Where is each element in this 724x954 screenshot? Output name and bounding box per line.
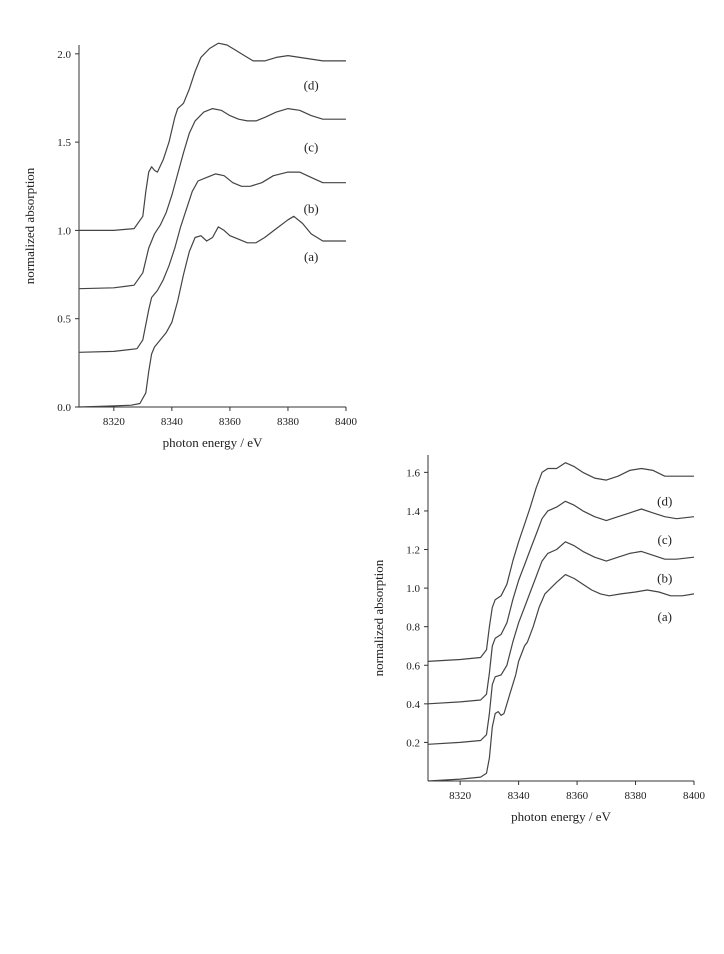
bottom-x-tick-label: 8360 — [566, 790, 589, 802]
top-series-a-line — [78, 215, 346, 408]
bottom-x-tick-label: 8340 — [508, 790, 531, 802]
top-y-tick-label: 2.0 — [57, 49, 71, 61]
top-x-tick-label: 8360 — [219, 416, 242, 428]
bottom-series-b-label: (b) — [657, 570, 672, 585]
bottom-y-tick-label: 1.6 — [406, 467, 420, 479]
top-y-tick-label: 0.0 — [57, 402, 71, 414]
bottom-series-b-line — [427, 541, 695, 745]
top-chart: 0.0 0.5 1.0 1.5 2.0 8320 8340 8360 8380 8400 photo… — [22, 42, 358, 450]
bottom-series-a-line — [427, 574, 695, 782]
bottom-series-d-line — [427, 462, 694, 662]
bottom-y-tick-label: 0.6 — [406, 660, 420, 672]
bottom-x-tick-label: 8320 — [449, 790, 472, 802]
bottom-y-tick-label: 1.4 — [406, 506, 420, 518]
bottom-y-tick-label: 1.2 — [406, 545, 420, 557]
top-series-c-line — [78, 108, 346, 290]
bottom-y-tick-label: 0.4 — [406, 699, 420, 711]
top-series-c-label: (c) — [304, 139, 318, 154]
bottom-series-d-label: (d) — [657, 493, 672, 508]
bottom-y-axis-label: normalized absorption — [371, 559, 386, 676]
top-x-tick-label: 8340 — [161, 416, 184, 428]
bottom-y-tick-label: 1.0 — [406, 583, 420, 595]
bottom-chart: 0.2 0.4 0.6 0.8 1.0 1.2 1.4 1.6 8320 8340 8360 8380… — [371, 455, 706, 824]
top-y-tick-label: 1.5 — [57, 137, 71, 149]
bottom-series-a-label: (a) — [658, 609, 672, 624]
bottom-x-tick-label: 8400 — [683, 790, 706, 802]
bottom-y-tick-label: 0.8 — [406, 622, 420, 634]
top-y-tick-label: 0.5 — [57, 314, 71, 326]
top-series-d-label: (d) — [304, 78, 319, 93]
top-series-d-line — [79, 42, 346, 231]
top-x-tick-label: 8400 — [335, 416, 358, 428]
top-y-tick-label: 1.0 — [57, 225, 71, 237]
bottom-series-c-label: (c) — [658, 532, 672, 547]
top-x-tick-label: 8380 — [277, 416, 300, 428]
top-x-axis-label: photon energy / eV — [163, 435, 263, 450]
bottom-series-c-line — [427, 500, 695, 705]
top-series-b-line — [78, 171, 346, 353]
top-x-tick-label: 8320 — [103, 416, 126, 428]
bottom-y-tick-label: 0.2 — [406, 737, 420, 749]
top-series-b-label: (b) — [304, 201, 319, 216]
top-series-a-label: (a) — [304, 249, 318, 264]
bottom-x-tick-label: 8380 — [625, 790, 648, 802]
top-y-axis-label: normalized absorption — [22, 167, 37, 284]
bottom-x-axis-label: photon energy / eV — [511, 809, 611, 824]
